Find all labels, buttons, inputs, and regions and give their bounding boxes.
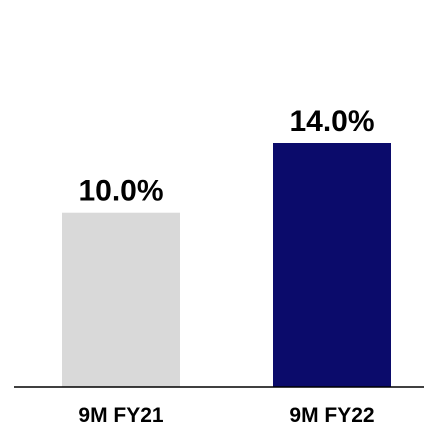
data-label-1: 10.0%	[78, 175, 163, 208]
bars-layer	[62, 143, 391, 387]
x-tick-label-2: 9M FY22	[289, 404, 374, 425]
data-label-2: 14.0%	[289, 105, 374, 138]
bar-1	[62, 212, 180, 387]
bar-2	[273, 143, 391, 387]
labels-layer: 10.0% 9M FY21 14.0% 9M FY22	[78, 105, 374, 425]
x-tick-label-1: 9M FY21	[78, 404, 164, 425]
